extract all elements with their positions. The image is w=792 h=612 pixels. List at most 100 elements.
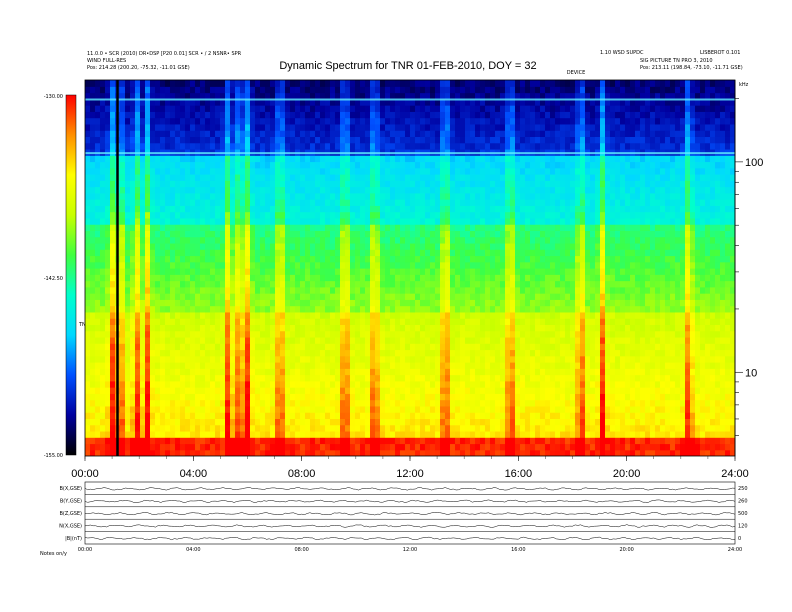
spectrogram-cell (265, 336, 271, 344)
spectrogram-cell (460, 374, 466, 382)
spectrogram-cell (285, 299, 291, 307)
spectrogram-cell (480, 249, 486, 257)
spectrogram-cell (420, 199, 426, 206)
spectrogram-cell (460, 136, 466, 144)
spectrogram-cell (370, 92, 376, 100)
spectrogram-cell (340, 318, 346, 325)
spectrogram-cell (180, 355, 186, 363)
spectrogram-cell (295, 380, 301, 388)
spectrogram-cell (410, 418, 416, 426)
spectrogram-cell (90, 443, 96, 451)
header-right-line-3: SIG PICTURE TN PRO 3, 2010 (640, 58, 713, 64)
spectrogram-cell (420, 418, 426, 426)
spectrogram-cell (140, 174, 146, 181)
spectrogram-cell (90, 311, 96, 319)
spectrogram-cell (370, 412, 376, 419)
spectrogram-cell (165, 355, 171, 363)
spectrogram-cell (400, 424, 406, 432)
spectrogram-cell (480, 155, 486, 163)
spectrogram-cell (455, 255, 461, 263)
spectrogram-cell (430, 180, 436, 188)
spectrogram-cell (345, 349, 351, 357)
spectrogram-cell (260, 343, 266, 351)
spectrogram-cell (465, 311, 471, 319)
spectrogram-cell (440, 180, 446, 188)
spectrogram-cell (275, 286, 281, 294)
spectrogram-cell (495, 105, 501, 112)
spectrogram-cell (360, 405, 366, 413)
spectrogram-cell (215, 355, 221, 363)
spectrogram-cell (185, 92, 191, 100)
spectrogram-cell (140, 92, 146, 100)
spectrogram-cell (200, 161, 206, 169)
spectrogram-cell (240, 268, 246, 275)
spectrogram-cell (270, 399, 276, 407)
spectrogram-cell (335, 249, 341, 257)
spectrogram-cell (255, 261, 261, 269)
spectrogram-cell (295, 318, 301, 325)
spectrogram-cell (170, 117, 176, 125)
spectrogram-cell (255, 311, 261, 319)
spectrogram-cell (480, 230, 486, 238)
spectrogram-cell (385, 211, 391, 219)
spectrogram-cell (140, 336, 146, 344)
spectrogram-cell (340, 274, 346, 282)
spectrogram-cell (300, 418, 306, 426)
spectrogram-cell (260, 80, 266, 87)
spectrogram-cell (455, 405, 461, 413)
spectrogram-cell (140, 399, 146, 407)
spectrogram-cell (225, 205, 231, 213)
spectrogram-cell (485, 330, 491, 338)
spectrogram-cell (320, 249, 326, 257)
spectrogram-cell (175, 86, 181, 94)
spectrogram-cell (180, 443, 186, 451)
spectrogram-cell (260, 387, 266, 394)
spectrogram-cell (400, 105, 406, 112)
spectrogram-cell (450, 205, 456, 213)
spectrogram-cell (320, 374, 326, 382)
spectrogram-cell (345, 249, 351, 257)
spectrogram-cell (285, 174, 291, 181)
spectrogram-cell (95, 324, 101, 332)
spectrogram-cell (460, 230, 466, 238)
spectrogram-cell (380, 142, 386, 150)
spectrogram-cell (265, 343, 271, 351)
spectrogram-cell (490, 418, 496, 426)
spectrogram-cell (370, 387, 376, 394)
spectrogram-cell (360, 443, 366, 451)
spectrogram-cell (235, 336, 241, 344)
spectrogram-cell (470, 299, 476, 307)
spectrogram-cell (475, 336, 481, 344)
spectrogram-cell (150, 437, 156, 445)
spectrogram-cell (265, 380, 271, 388)
spectrogram-cell (330, 117, 336, 125)
spectrogram-cell (410, 405, 416, 413)
spectrogram-cell (465, 449, 471, 456)
spectrogram-cell (385, 136, 391, 144)
spectrogram-cell (125, 105, 131, 112)
spectrogram-cell (475, 98, 481, 106)
spectrogram-cell (335, 224, 341, 231)
spectrogram-cell (345, 324, 351, 332)
spectrogram-cell (470, 117, 476, 125)
spectrogram-cell (365, 437, 371, 445)
spectrogram-cell (255, 142, 261, 150)
spectrogram-cell (155, 299, 161, 307)
spectrogram-cell (305, 136, 311, 144)
spectrogram-cell (425, 324, 431, 332)
spectrogram-cell (200, 236, 206, 244)
spectrogram-cell (205, 192, 211, 200)
spectrogram-cell (180, 349, 186, 357)
spectrogram-cell (255, 167, 261, 175)
spectrogram-cell (305, 98, 311, 106)
spectrogram-cell (360, 174, 366, 181)
spectrogram-cell (200, 180, 206, 188)
spectrogram-cell (140, 330, 146, 338)
spectrogram-cell (435, 167, 441, 175)
spectrogram-cell (190, 437, 196, 445)
spectrogram-cell (415, 167, 421, 175)
spectrogram-cell (155, 230, 161, 238)
spectrogram-cell (360, 98, 366, 106)
spectrogram-cell (165, 161, 171, 169)
spectrogram-cell (255, 117, 261, 125)
